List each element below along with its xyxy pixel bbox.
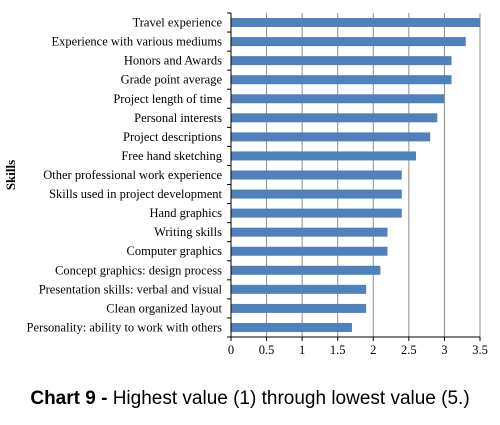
caption-text: Highest value (1) through lowest value (… [107, 388, 470, 409]
bar-chart: Travel experience Experience with various… [3, 12, 488, 357]
x-tick-label: 2.5 [401, 343, 417, 357]
bar [231, 75, 452, 85]
category-label: Writing skills [154, 225, 222, 239]
bar [231, 322, 352, 332]
category-label: Other professional work experience [43, 168, 222, 182]
bar [231, 170, 402, 180]
x-tick-label: 2 [370, 343, 376, 357]
category-label: Free hand sketching [121, 149, 222, 163]
y-axis-title: Skills [3, 160, 18, 190]
axes [227, 12, 481, 341]
caption-label: Chart 9 - [30, 388, 108, 409]
bar [231, 208, 402, 218]
x-tick-label: 3 [441, 343, 447, 357]
x-tick-label: 1.5 [330, 343, 346, 357]
category-label: Skills used in project development [49, 187, 222, 201]
category-labels: Travel experience Experience with various… [27, 16, 223, 335]
bar [231, 113, 438, 123]
bar [231, 189, 402, 199]
bar [231, 132, 431, 142]
bar [231, 151, 416, 161]
category-label: Concept graphics: design process [55, 263, 222, 277]
tick-labels: 0 0.5 1 1.5 2 2.5 3 3.5 [228, 343, 488, 357]
category-label: Experience with various mediums [52, 35, 223, 49]
category-label: Grade point average [121, 73, 223, 87]
bar [231, 303, 367, 313]
category-label: Computer graphics [127, 244, 223, 258]
x-tick-label: 3.5 [472, 343, 488, 357]
bars [231, 18, 480, 332]
bar [231, 94, 445, 104]
category-label: Personal interests [134, 111, 222, 125]
category-label: Project descriptions [123, 130, 222, 144]
bar [231, 56, 452, 66]
category-label: Presentation skills: verbal and visual [39, 282, 223, 296]
category-label: Hand graphics [149, 206, 222, 220]
bar [231, 284, 367, 294]
bar [231, 18, 480, 28]
category-label: Travel experience [133, 16, 223, 30]
x-tick-label: 0 [228, 343, 234, 357]
category-label: Clean organized layout [106, 301, 222, 315]
bar [231, 227, 388, 237]
x-tick-label: 0.5 [259, 343, 275, 357]
chart-caption: Chart 9 - Highest value (1) through lowe… [0, 388, 500, 410]
bar [231, 265, 381, 275]
x-tick-label: 1 [299, 343, 305, 357]
bar [231, 37, 466, 47]
category-label: Project length of time [113, 92, 222, 106]
category-label: Personality: ability to work with others [27, 320, 223, 334]
bar [231, 246, 388, 256]
category-label: Honors and Awards [124, 54, 222, 68]
